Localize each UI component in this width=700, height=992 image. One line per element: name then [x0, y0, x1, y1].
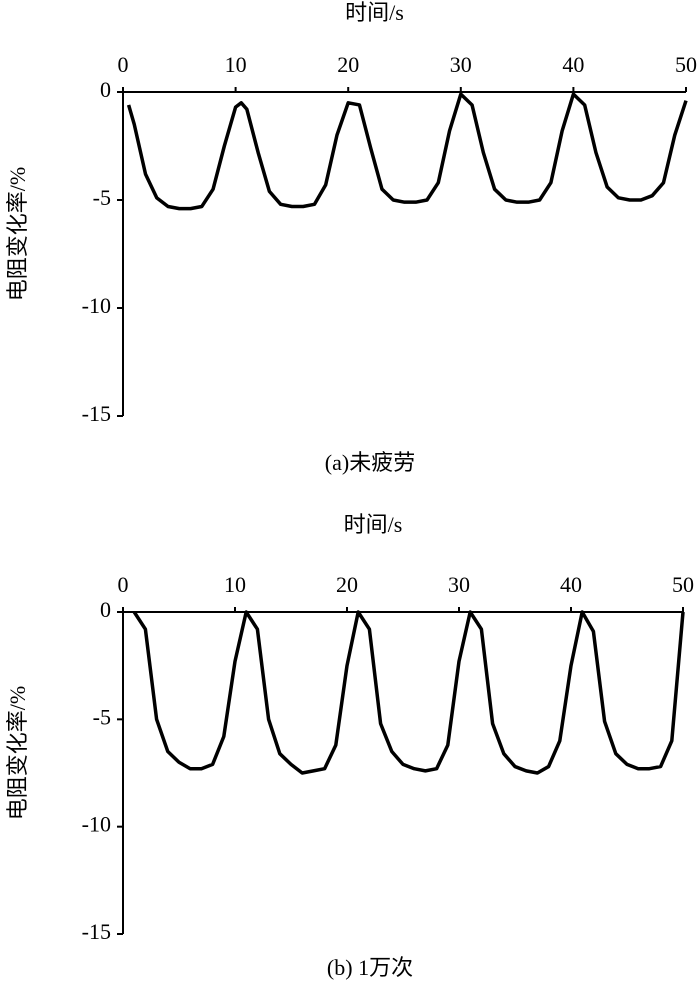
- x-axis-label: 时间/s: [344, 512, 403, 537]
- y-tick-label: -15: [82, 919, 111, 944]
- y-tick-label: -10: [82, 812, 111, 837]
- x-tick-label: 40: [562, 52, 584, 77]
- x-tick-label: 50: [675, 52, 697, 77]
- data-line: [132, 610, 685, 775]
- x-tick-label: 10: [224, 572, 246, 597]
- y-tick-label: 0: [100, 597, 111, 622]
- caption: (b) 1万次: [327, 955, 413, 980]
- y-tick-label: -5: [93, 185, 111, 210]
- x-tick-label: 40: [560, 572, 582, 597]
- x-tick-label: 0: [118, 52, 129, 77]
- y-axis-label: 电阻变化率/%: [5, 686, 30, 820]
- caption: (a)未疲劳: [325, 450, 415, 475]
- y-tick-label: -10: [82, 293, 111, 318]
- y-tick-label: -5: [93, 704, 111, 729]
- x-tick-label: 0: [118, 572, 129, 597]
- y-tick-label: -15: [82, 401, 111, 426]
- x-tick-label: 20: [337, 52, 359, 77]
- x-tick-label: 50: [672, 572, 694, 597]
- x-tick-label: 10: [225, 52, 247, 77]
- x-tick-label: 30: [448, 572, 470, 597]
- x-tick-label: 30: [450, 52, 472, 77]
- y-axis-label: 电阻变化率/%: [5, 167, 30, 301]
- y-tick-label: 0: [100, 77, 111, 102]
- x-axis-label: 时间/s: [345, 0, 404, 25]
- x-tick-label: 20: [336, 572, 358, 597]
- data-line: [126, 92, 688, 211]
